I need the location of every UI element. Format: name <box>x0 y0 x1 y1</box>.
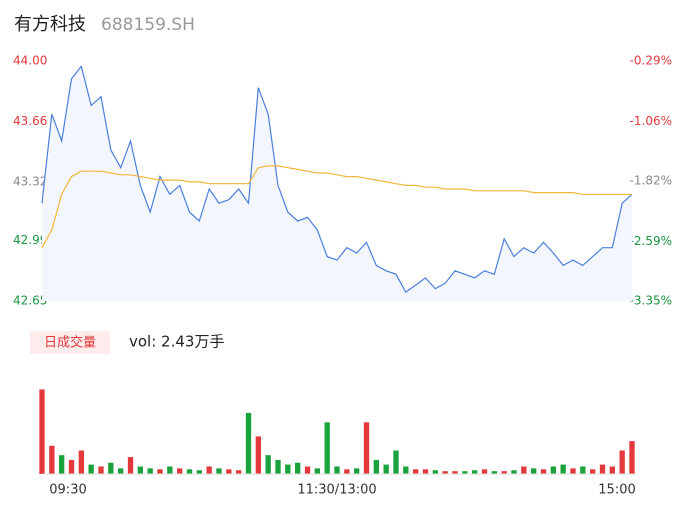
volume-bar <box>363 422 370 474</box>
volume-bar <box>462 471 468 474</box>
volume-bar <box>88 464 94 474</box>
volume-bar <box>98 466 104 474</box>
x-tick-label: 11:30/13:00 <box>297 483 376 498</box>
volume-bar <box>521 466 527 474</box>
volume-bar <box>108 462 114 474</box>
volume-bar <box>580 466 586 474</box>
volume-bar <box>491 471 497 474</box>
volume-bar <box>245 412 252 474</box>
volume-bar <box>137 466 143 474</box>
volume-bar <box>285 464 291 474</box>
volume-bar <box>304 466 311 474</box>
stock-name: 有方科技 <box>14 14 86 35</box>
x-tick-label: 15:00 <box>598 483 635 498</box>
volume-bar <box>127 457 134 474</box>
volume-bar <box>511 470 517 474</box>
volume-bar <box>334 466 340 474</box>
volume-bar <box>196 470 202 474</box>
volume-bar <box>540 469 547 474</box>
volume-bar <box>118 468 124 474</box>
volume-bar <box>39 389 45 474</box>
y-tick-label: 43.32 <box>13 174 47 188</box>
volume-bar <box>403 466 409 474</box>
volume-bar <box>265 455 271 474</box>
y-tick-label: 42.99 <box>13 233 47 247</box>
average-line <box>41 165 632 248</box>
volume-bar <box>609 466 615 474</box>
volume-text: vol: 2.43万手 <box>129 333 224 351</box>
volume-bar <box>186 469 193 474</box>
volume-bar <box>413 469 419 474</box>
volume-bar <box>216 468 222 474</box>
volume-bar <box>354 468 360 474</box>
y2-tick-label: -0.29% <box>630 54 672 68</box>
volume-bar <box>531 468 537 474</box>
volume-bar <box>452 471 458 474</box>
volume-bar <box>255 436 261 474</box>
volume-bar <box>432 470 438 474</box>
volume-bar <box>344 469 350 474</box>
y-tick-label: 43.66 <box>13 114 47 128</box>
volume-bar <box>550 466 556 474</box>
volume-bar <box>226 469 232 474</box>
y-tick-label: 44.00 <box>13 54 47 68</box>
volume-bar <box>599 464 606 474</box>
volume-bar <box>472 470 478 474</box>
volume-bar <box>570 468 576 474</box>
y-tick-label: 42.65 <box>13 294 47 308</box>
volume-bar <box>619 450 625 474</box>
volume-bar <box>147 468 153 474</box>
volume-bar <box>590 469 596 474</box>
volume-bar <box>59 455 65 474</box>
x-tick-label: 09:30 <box>49 483 86 498</box>
volume-bar <box>177 468 183 474</box>
volume-bar <box>68 459 75 474</box>
volume-bar <box>78 450 84 474</box>
price-area <box>42 66 632 301</box>
volume-bar <box>442 471 448 474</box>
volume-bar <box>373 459 379 474</box>
volume-bar <box>157 469 163 474</box>
volume-bar <box>324 422 330 474</box>
y2-tick-label: -2.59% <box>630 234 672 248</box>
y2-tick-label: -1.06% <box>630 114 672 128</box>
volume-bar <box>236 470 242 474</box>
volume-bar <box>295 462 301 474</box>
volume-bar <box>206 466 212 474</box>
volume-bar <box>560 464 566 474</box>
volume-bar <box>629 441 635 474</box>
volume-bar <box>422 469 429 474</box>
price-line <box>41 64 633 293</box>
volume-bar <box>167 466 173 474</box>
volume-bar <box>393 450 399 474</box>
volume-bar <box>383 464 389 474</box>
volume-badge <box>30 331 110 354</box>
volume-bar <box>481 469 488 474</box>
volume-bar <box>314 468 320 474</box>
volume-badge-text: 日成交量 <box>44 335 96 351</box>
y2-tick-label: -1.82% <box>630 174 672 188</box>
volume-bar <box>49 445 55 474</box>
volume-bar <box>501 471 507 474</box>
y2-tick-label: -3.35% <box>630 294 672 308</box>
volume-bar <box>275 459 281 474</box>
stock-code: 688159.SH <box>101 15 195 35</box>
